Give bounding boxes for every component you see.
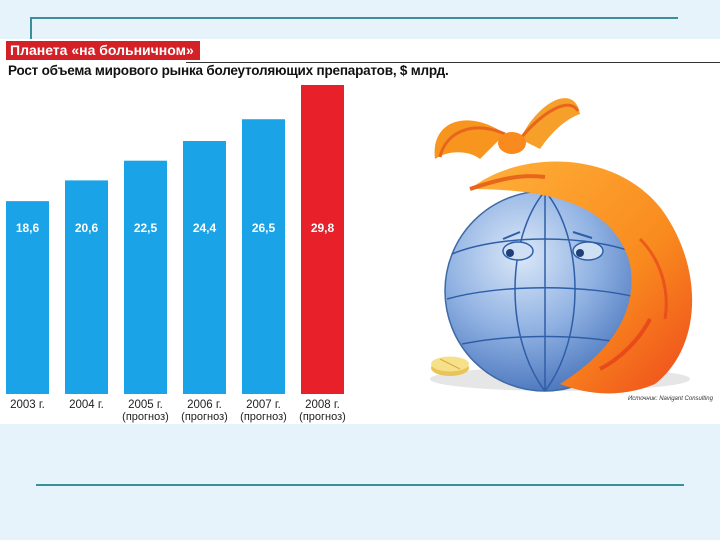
category-label-5: 2008 г. [305, 399, 340, 411]
bar-2 [124, 160, 167, 394]
category-label-1: 2004 г. [69, 399, 104, 411]
category-label-3: 2006 г. [187, 399, 222, 411]
value-label-0: 18,6 [16, 221, 40, 235]
chart-panel: Планета «на больничном» Рост объема миро… [0, 39, 720, 424]
bar-4 [242, 119, 285, 394]
category-label-0: 2003 г. [10, 399, 45, 411]
value-label-1: 20,6 [75, 221, 99, 235]
frame-line-bottom [36, 484, 684, 486]
category-note-5: (прогноз) [299, 411, 346, 423]
value-label-4: 26,5 [252, 221, 276, 235]
chart-subtitle: Рост объема мирового рынка болеутоляющих… [8, 63, 449, 78]
category-label-4: 2007 г. [246, 399, 281, 411]
category-note-4: (прогноз) [240, 411, 287, 423]
category-label-2: 2005 г. [128, 399, 163, 411]
category-note-2: (прогноз) [122, 411, 169, 423]
frame-line-top [30, 17, 678, 19]
sick-globe-with-headscarf-icon [430, 98, 693, 394]
chart-title: Планета «на больничном» [6, 41, 200, 60]
value-label-3: 24,4 [193, 221, 217, 235]
bar-3 [183, 140, 226, 394]
bar-5 [301, 85, 344, 394]
value-label-2: 22,5 [134, 221, 158, 235]
bar-0 [6, 201, 49, 394]
frame-line-left [30, 17, 32, 39]
pill-icon [431, 356, 469, 376]
bar-1 [65, 180, 108, 394]
source-note: Источник: Navigant Consulting [628, 396, 713, 402]
title-rule [186, 62, 720, 63]
value-label-5: 29,8 [311, 221, 335, 235]
category-note-3: (прогноз) [181, 411, 228, 423]
